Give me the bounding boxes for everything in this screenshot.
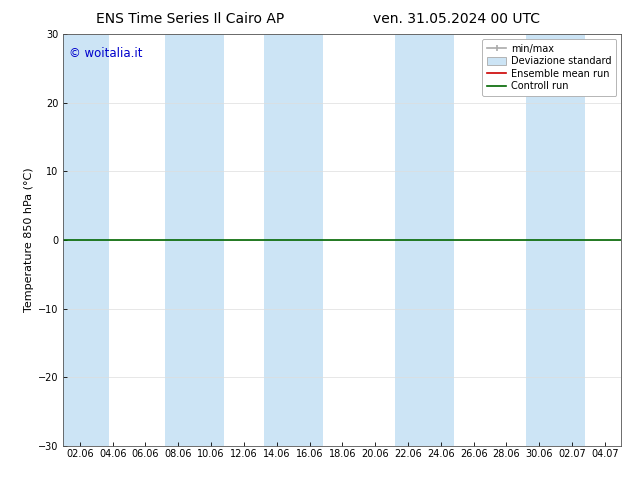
Legend: min/max, Deviazione standard, Ensemble mean run, Controll run: min/max, Deviazione standard, Ensemble m…	[482, 39, 616, 96]
Bar	[63, 34, 109, 446]
Bar	[395, 34, 454, 446]
Bar	[526, 34, 585, 446]
Y-axis label: Temperature 850 hPa (°C): Temperature 850 hPa (°C)	[24, 168, 34, 313]
Text: ven. 31.05.2024 00 UTC: ven. 31.05.2024 00 UTC	[373, 12, 540, 26]
Text: © woitalia.it: © woitalia.it	[69, 47, 143, 60]
Bar	[165, 34, 224, 446]
Bar	[264, 34, 323, 446]
Text: ENS Time Series Il Cairo AP: ENS Time Series Il Cairo AP	[96, 12, 284, 26]
